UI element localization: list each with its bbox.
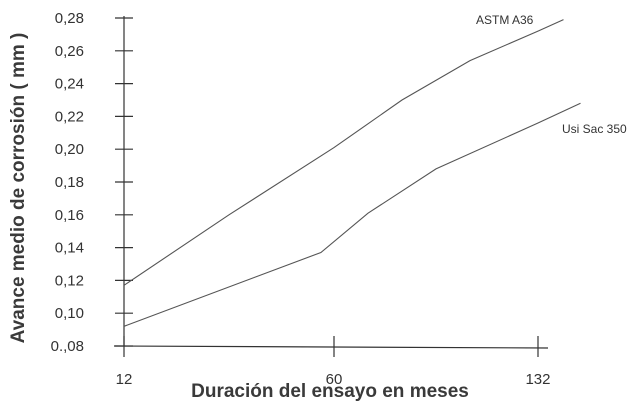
y-tick-label: 0,16: [55, 207, 84, 224]
x-tick-label: 132: [525, 371, 550, 388]
y-tick-label: 0,20: [55, 141, 84, 158]
x-ticks: 12 60 132: [116, 336, 551, 388]
series-label: Usi Sac 350: [562, 122, 627, 136]
series-line-astm-a36: [123, 19, 564, 286]
x-axis-title: Duración del ensayo en meses: [191, 381, 469, 402]
y-tick-label: 0.,08: [51, 338, 84, 355]
x-tick-label: 12: [116, 371, 133, 388]
y-axis-title: Avance medio de corrosión ( mm ): [8, 33, 29, 344]
y-tick-label: 0,22: [55, 108, 84, 125]
y-tick-label: 0,28: [55, 10, 84, 27]
series-labels: ASTM A36 Usi Sac 350: [476, 13, 627, 136]
y-tick-label: 0,18: [55, 174, 84, 191]
x-axis-line: [113, 345, 549, 349]
axes: [113, 16, 549, 349]
y-tick-label: 0,10: [55, 305, 84, 322]
series-lines: [123, 19, 581, 327]
x-tick-label: 60: [326, 371, 343, 388]
y-tick-label: 0,24: [55, 76, 84, 93]
y-tick-label: 0,12: [55, 272, 84, 289]
y-tick-label: 0,14: [55, 240, 84, 257]
y-ticks: 0.,08 0,10 0,12 0,14 0,16 0,18 0,20 0,22 0,24 0,2…: [51, 10, 133, 355]
series-label: ASTM A36: [476, 13, 534, 27]
y-tick-label: 0,26: [55, 43, 84, 60]
series-line-usi-sac-350: [123, 102, 581, 327]
